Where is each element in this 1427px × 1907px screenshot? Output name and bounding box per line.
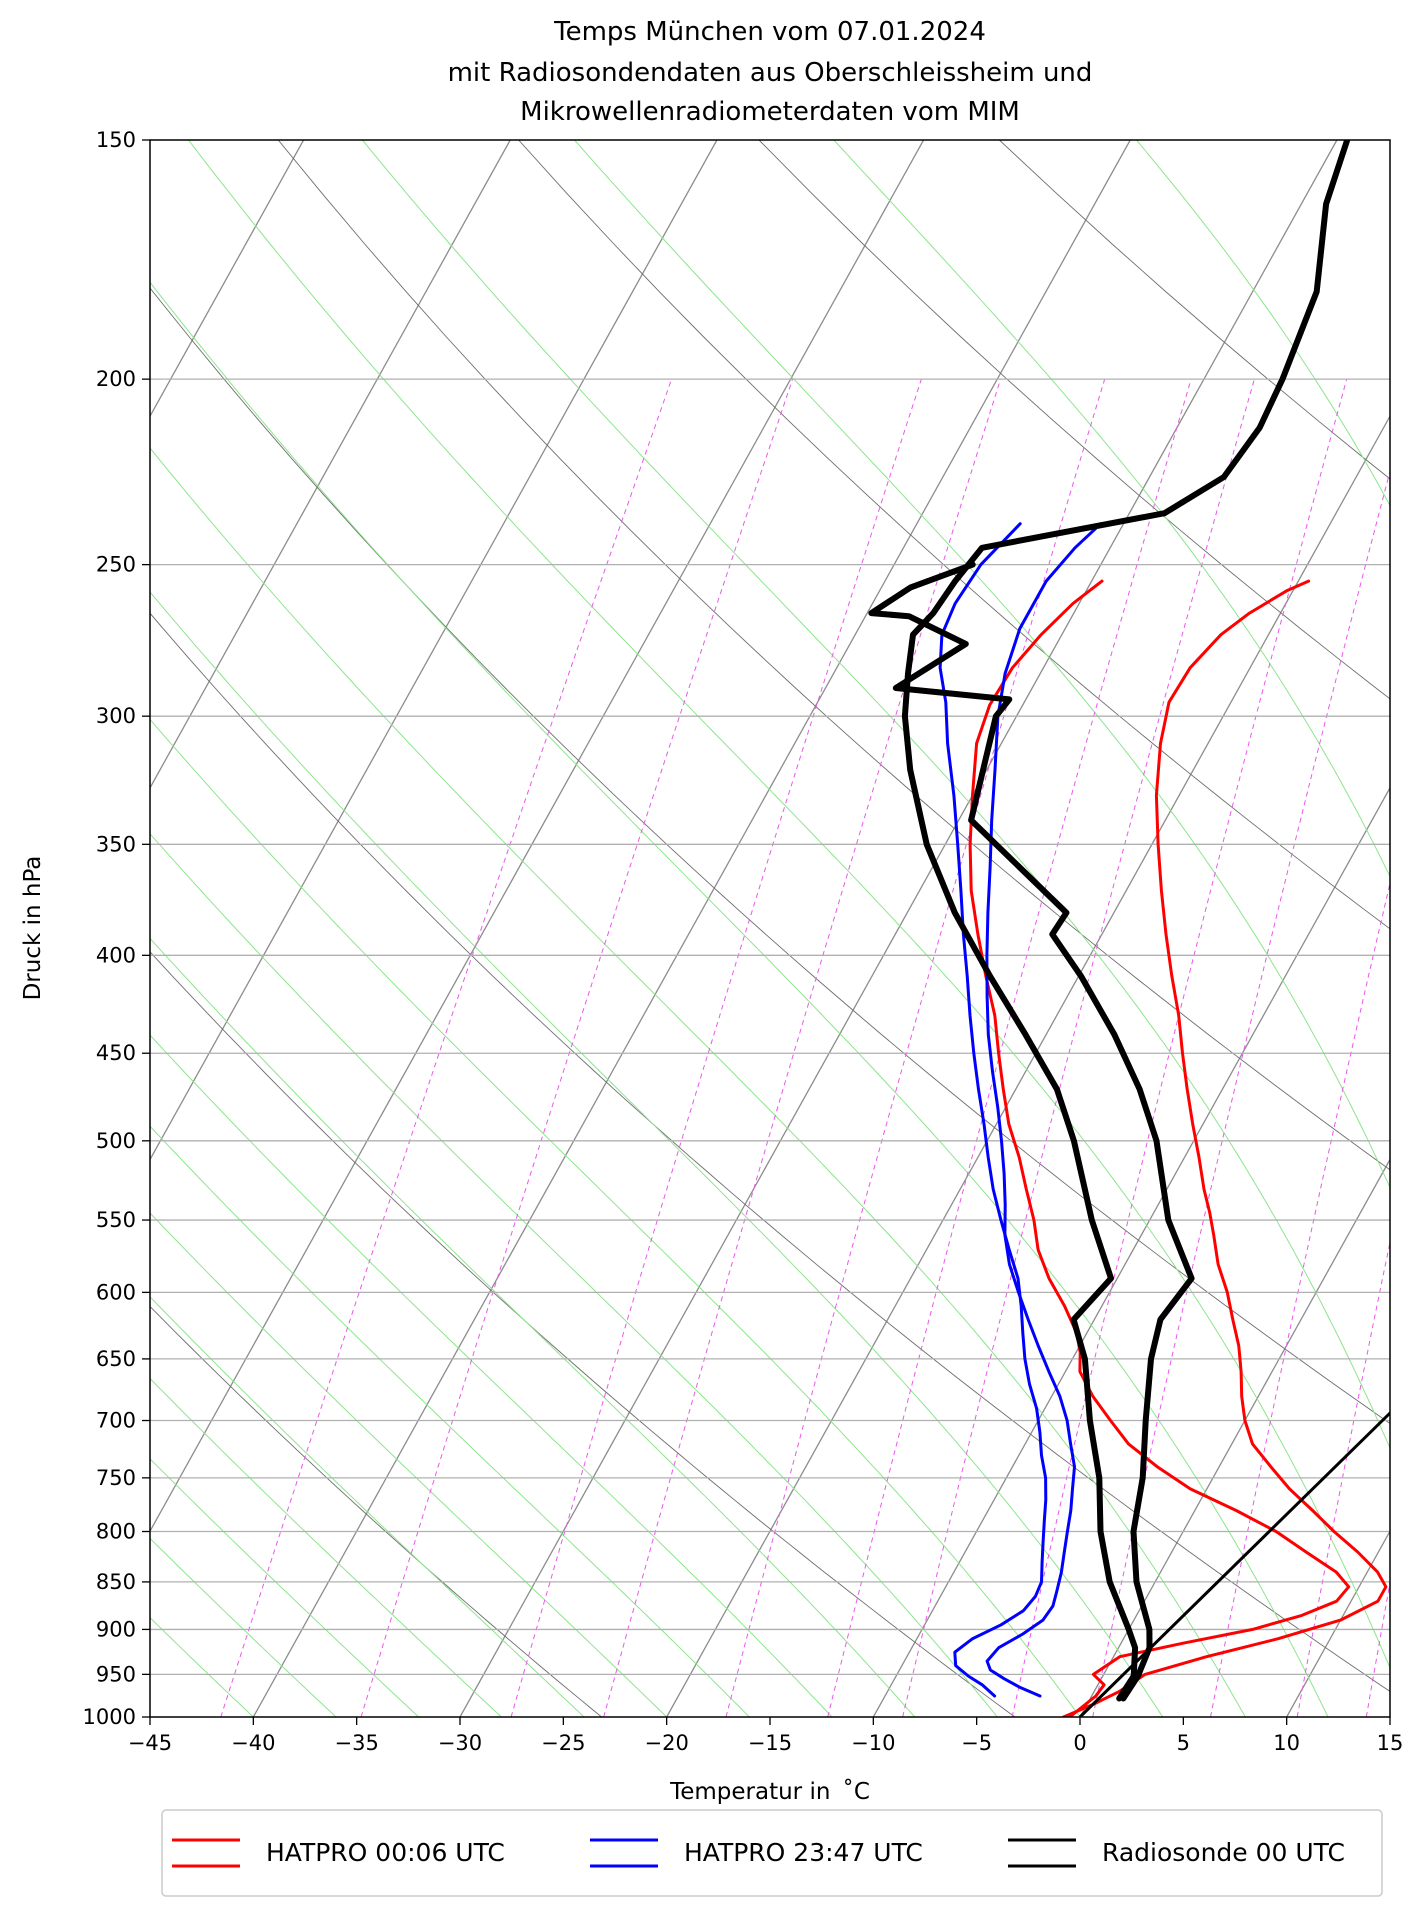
dry-adiabat-line xyxy=(518,140,1390,930)
y-tick-label: 1000 xyxy=(83,1705,136,1729)
legend-box xyxy=(161,1809,1383,1897)
y-tick-label: 500 xyxy=(96,1129,136,1153)
dry-adiabat-line xyxy=(277,140,1390,1171)
legend-items: HATPRO 00:06 UTC HATPRO 23:47 UTC Radioson… xyxy=(172,1838,1345,1868)
background-lines xyxy=(0,140,1390,1717)
y-tick-label: 900 xyxy=(96,1617,136,1641)
dry-adiabat-line xyxy=(758,140,1390,700)
moist-adiabat-line xyxy=(150,937,916,1717)
series-line-3-dewpoint xyxy=(901,140,1351,1702)
y-tick-label: 700 xyxy=(96,1409,136,1433)
dry-adiabat-line xyxy=(150,951,1016,1717)
moist-adiabat-line xyxy=(188,140,1390,1669)
y-axis-label: Druck in hPa xyxy=(20,856,46,1001)
y-tick-label: 450 xyxy=(96,1041,136,1065)
moist-adiabat-line xyxy=(150,1212,668,1717)
moist-adiabat-line xyxy=(150,1377,502,1717)
y-tick-label: 250 xyxy=(96,553,136,577)
isotherm-line xyxy=(150,140,718,1161)
x-tick-label: −15 xyxy=(748,1731,792,1755)
y-tick-label: 400 xyxy=(96,943,136,967)
moist-adiabat-line xyxy=(150,1125,750,1717)
moist-adiabat-line xyxy=(150,1537,337,1717)
moist-adiabat-line xyxy=(150,833,998,1717)
x-tick-label: −25 xyxy=(541,1731,585,1755)
legend-label: Radiosonde 00 UTC xyxy=(1102,1838,1345,1867)
series-line-3-temperature xyxy=(868,561,1195,1702)
series-layer xyxy=(868,140,1390,1717)
y-tick-label: 350 xyxy=(96,832,136,856)
x-tick-label: −10 xyxy=(851,1731,895,1755)
moist-adiabat-line xyxy=(150,718,1081,1717)
isotherm-line xyxy=(872,786,1390,1717)
moist-adiabat-line xyxy=(150,281,1329,1717)
series-line-2-temperature xyxy=(985,522,1103,1698)
isotherm-line xyxy=(459,140,1338,1717)
x-tick-label: −45 xyxy=(128,1731,172,1755)
dry-adiabat-line xyxy=(150,612,1390,1692)
mixing-ratio-line xyxy=(1365,1580,1390,1717)
moist-adiabat-line xyxy=(833,140,1390,878)
moist-adiabat-line xyxy=(150,447,1246,1717)
x-tick-label: −5 xyxy=(961,1731,992,1755)
chart-title-line-1: Temps München vom 07.01.2024 xyxy=(553,17,986,47)
dry-adiabat-line xyxy=(150,287,1390,1425)
y-tick-label: 850 xyxy=(96,1570,136,1594)
moist-adiabat-line xyxy=(574,140,1390,1189)
y-tick-label: 550 xyxy=(96,1208,136,1232)
moist-adiabat-line xyxy=(150,1296,585,1717)
isotherm-line xyxy=(150,140,511,790)
y-tick-label: 300 xyxy=(96,704,136,728)
x-axis-label: Temperatur in ˚C xyxy=(669,1778,870,1805)
x-tick-label: 10 xyxy=(1273,1731,1300,1755)
isotherm-line xyxy=(0,140,97,1717)
series-line-2-dewpoint xyxy=(938,522,1048,1698)
mixing-ratio-line xyxy=(725,378,1106,1717)
grid xyxy=(150,378,1390,1676)
y-tick-label: 600 xyxy=(96,1280,136,1304)
x-tick-label: −20 xyxy=(645,1731,689,1755)
x-tick-label: 5 xyxy=(1177,1731,1190,1755)
y-tick-label: 150 xyxy=(96,128,136,152)
x-tick-label: −35 xyxy=(335,1731,379,1755)
x-tick-label: −40 xyxy=(231,1731,275,1755)
dry-adiabat-line xyxy=(998,140,1390,480)
moist-adiabat-line xyxy=(362,140,1390,1450)
legend-label: HATPRO 00:06 UTC xyxy=(266,1838,505,1867)
mixing-ratio-line xyxy=(510,378,922,1717)
moist-adiabat-line xyxy=(150,1034,833,1717)
dry-adiabat-line xyxy=(150,1305,602,1717)
y-tick-label: 750 xyxy=(96,1466,136,1490)
x-tick-label: 15 xyxy=(1377,1731,1404,1755)
isotherm-line xyxy=(666,414,1390,1717)
mixing-ratio-line xyxy=(220,378,673,1717)
isotherm-line xyxy=(252,140,1131,1717)
moist-adiabat-line xyxy=(150,591,1164,1717)
y-tick-label: 650 xyxy=(96,1347,136,1371)
mixing-ratio-line xyxy=(603,378,1002,1717)
y-tick-label: 800 xyxy=(96,1520,136,1544)
plot-frame xyxy=(149,139,1391,1718)
reference-line xyxy=(1078,1410,1390,1717)
chart-title-line-3: Mikrowellenradiometerdaten vom MIM xyxy=(520,97,1020,127)
x-tick-label: −30 xyxy=(438,1731,482,1755)
y-axis-ticks: 150 200 250 300 350 400 450 500 550 600 650 700 750 8… xyxy=(83,128,150,1729)
mixing-ratio-line xyxy=(1011,378,1348,1717)
isotherm-line xyxy=(1286,1529,1390,1717)
isotherm-line xyxy=(150,140,305,418)
isotherm-line xyxy=(1079,1158,1390,1717)
chart-title-line-2: mit Radiosondendaten aus Oberschleisshei… xyxy=(448,58,1093,88)
y-tick-label: 950 xyxy=(96,1662,136,1686)
x-tick-label: 0 xyxy=(1073,1731,1086,1755)
isotherm-line xyxy=(150,140,925,1533)
moist-adiabat-line xyxy=(150,1458,420,1717)
x-axis-ticks: −45 −40 −35 −30 −25 −20 −15 −10 −5 0 5 10 15 xyxy=(128,1717,1404,1755)
legend: HATPRO 00:06 UTC HATPRO 23:47 UTC Radioson… xyxy=(161,1809,1383,1897)
y-tick-label: 200 xyxy=(96,367,136,391)
legend-label: HATPRO 23:47 UTC xyxy=(684,1838,923,1867)
series-line-1-dewpoint xyxy=(1062,579,1388,1717)
